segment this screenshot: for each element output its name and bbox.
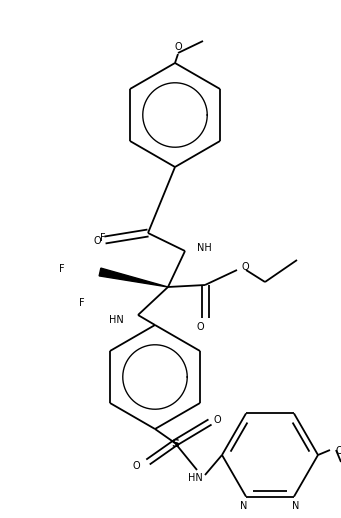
Text: O: O (214, 415, 222, 425)
Text: O: O (335, 446, 341, 456)
Text: F: F (79, 298, 85, 308)
Text: O: O (196, 322, 204, 332)
Text: O: O (241, 262, 249, 272)
Text: S: S (171, 439, 179, 449)
Text: O: O (174, 42, 182, 52)
Text: F: F (59, 264, 65, 274)
Text: HN: HN (109, 315, 124, 325)
Text: O: O (132, 461, 140, 471)
Text: O: O (93, 236, 101, 246)
Text: HN: HN (188, 473, 202, 483)
Text: N: N (240, 500, 248, 511)
Text: NH: NH (197, 243, 212, 253)
Polygon shape (99, 268, 168, 287)
Text: F: F (100, 233, 106, 243)
Text: N: N (292, 500, 300, 511)
